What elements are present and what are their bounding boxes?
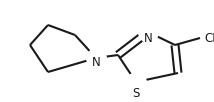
Text: N: N <box>144 33 152 45</box>
Text: N: N <box>92 57 100 69</box>
Text: S: S <box>132 87 140 100</box>
Text: CH₃: CH₃ <box>204 32 214 44</box>
